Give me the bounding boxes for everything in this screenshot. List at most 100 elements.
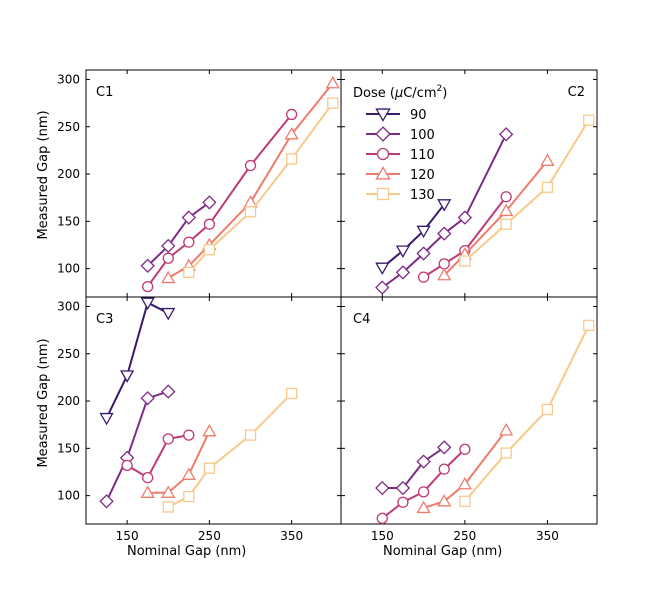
data-point-130 xyxy=(541,403,554,416)
series-110 xyxy=(417,191,512,283)
legend-marker xyxy=(375,166,391,180)
data-point-90 xyxy=(99,412,114,426)
data-point-90 xyxy=(375,262,390,275)
y-tick-label: 300 xyxy=(57,299,80,313)
y-tick-label: 100 xyxy=(57,262,80,276)
data-point-100 xyxy=(416,454,431,469)
panel-label: C3 xyxy=(96,312,113,327)
series-100 xyxy=(99,384,176,509)
x-tick-label: 250 xyxy=(453,529,476,543)
series-130 xyxy=(459,319,595,507)
data-point-100 xyxy=(161,238,176,254)
y-axis-label-bottom: Measured Gap (nm) xyxy=(36,338,51,467)
data-point-100 xyxy=(140,258,155,273)
series-line-120 xyxy=(423,429,507,509)
legend-marker xyxy=(376,147,390,161)
data-point-100 xyxy=(181,210,196,225)
legend-marker xyxy=(375,108,391,122)
series-line-100 xyxy=(105,390,169,502)
data-point-90 xyxy=(416,225,431,239)
data-point-120 xyxy=(181,467,196,480)
x-axis-label-right: Nominal Gap (nm) xyxy=(383,544,502,559)
series-line-110 xyxy=(126,434,190,480)
data-point-110 xyxy=(438,463,450,475)
series-100 xyxy=(375,127,514,295)
legend-item-130: 130 xyxy=(366,187,435,203)
x-tick-label: 150 xyxy=(116,529,139,543)
data-point-120 xyxy=(202,423,217,437)
x-tick-label: 350 xyxy=(280,529,303,543)
data-point-130 xyxy=(244,429,257,441)
series-line-110 xyxy=(146,113,293,288)
y-tick-label: 150 xyxy=(57,441,80,455)
data-point-120 xyxy=(416,500,431,514)
legend-label: 110 xyxy=(410,148,435,163)
data-point-120 xyxy=(325,75,340,89)
y-tick-label: 150 xyxy=(57,214,80,228)
data-point-110 xyxy=(183,236,195,248)
y-tick-label: 250 xyxy=(57,120,80,134)
series-line-90 xyxy=(381,203,446,269)
legend-item-110: 110 xyxy=(366,147,435,163)
legend-label: 130 xyxy=(410,188,435,203)
series-130 xyxy=(459,114,595,267)
panel-c4: 150 250 350 C4 xyxy=(340,296,598,543)
data-point-110 xyxy=(438,258,450,270)
series-line-130 xyxy=(167,392,293,508)
panel-label: C1 xyxy=(96,85,113,100)
legend-label: 100 xyxy=(410,128,435,143)
data-point-130 xyxy=(285,387,298,400)
series-100 xyxy=(140,195,217,273)
data-point-110 xyxy=(376,512,388,524)
legend-item-120: 120 xyxy=(366,166,435,183)
x-tick-label: 250 xyxy=(198,529,221,543)
data-point-100 xyxy=(140,391,155,406)
series-line-100 xyxy=(382,446,445,490)
data-point-100 xyxy=(395,265,411,280)
data-point-90 xyxy=(437,199,452,212)
series-130 xyxy=(162,387,298,513)
data-point-120 xyxy=(161,485,176,498)
series-line-130 xyxy=(464,324,590,502)
data-point-110 xyxy=(285,108,298,121)
data-point-100 xyxy=(99,494,114,509)
legend-marker xyxy=(375,126,391,142)
plot-area xyxy=(140,75,340,293)
data-point-120 xyxy=(140,485,155,498)
panel-frame xyxy=(85,69,342,298)
data-point-130 xyxy=(244,206,257,218)
series-line-90 xyxy=(105,301,169,419)
data-point-120 xyxy=(457,476,472,490)
data-point-100 xyxy=(498,127,514,142)
series-line-120 xyxy=(167,82,334,279)
data-point-120 xyxy=(437,267,452,281)
y-tick-label: 100 xyxy=(57,489,80,503)
y-axis-label-top: Measured Gap (nm) xyxy=(36,110,51,239)
data-point-130 xyxy=(541,181,554,193)
plot-area xyxy=(375,114,595,295)
data-point-100 xyxy=(457,210,473,225)
series-130 xyxy=(183,97,339,279)
panel-frame xyxy=(340,296,598,525)
data-point-110 xyxy=(203,218,216,230)
data-point-120 xyxy=(499,423,514,436)
data-point-100 xyxy=(395,480,411,496)
series-110 xyxy=(376,443,471,524)
data-point-120 xyxy=(437,493,452,507)
data-point-110 xyxy=(500,191,512,203)
data-point-110 xyxy=(459,443,471,455)
data-point-120 xyxy=(284,127,299,140)
series-120 xyxy=(161,75,340,284)
series-line-120 xyxy=(443,160,549,276)
plot-area xyxy=(375,319,595,524)
legend: Dose (μC/cm2) 90 100 110 120 130 xyxy=(353,84,447,203)
x-tick-label: 350 xyxy=(536,529,559,543)
data-point-130 xyxy=(459,255,471,267)
series-110 xyxy=(121,429,195,484)
data-point-100 xyxy=(437,440,452,455)
data-point-100 xyxy=(202,195,217,210)
data-point-130 xyxy=(459,495,471,507)
y-tick-label: 300 xyxy=(57,72,80,86)
series-120 xyxy=(437,153,555,281)
data-point-100 xyxy=(375,280,390,295)
